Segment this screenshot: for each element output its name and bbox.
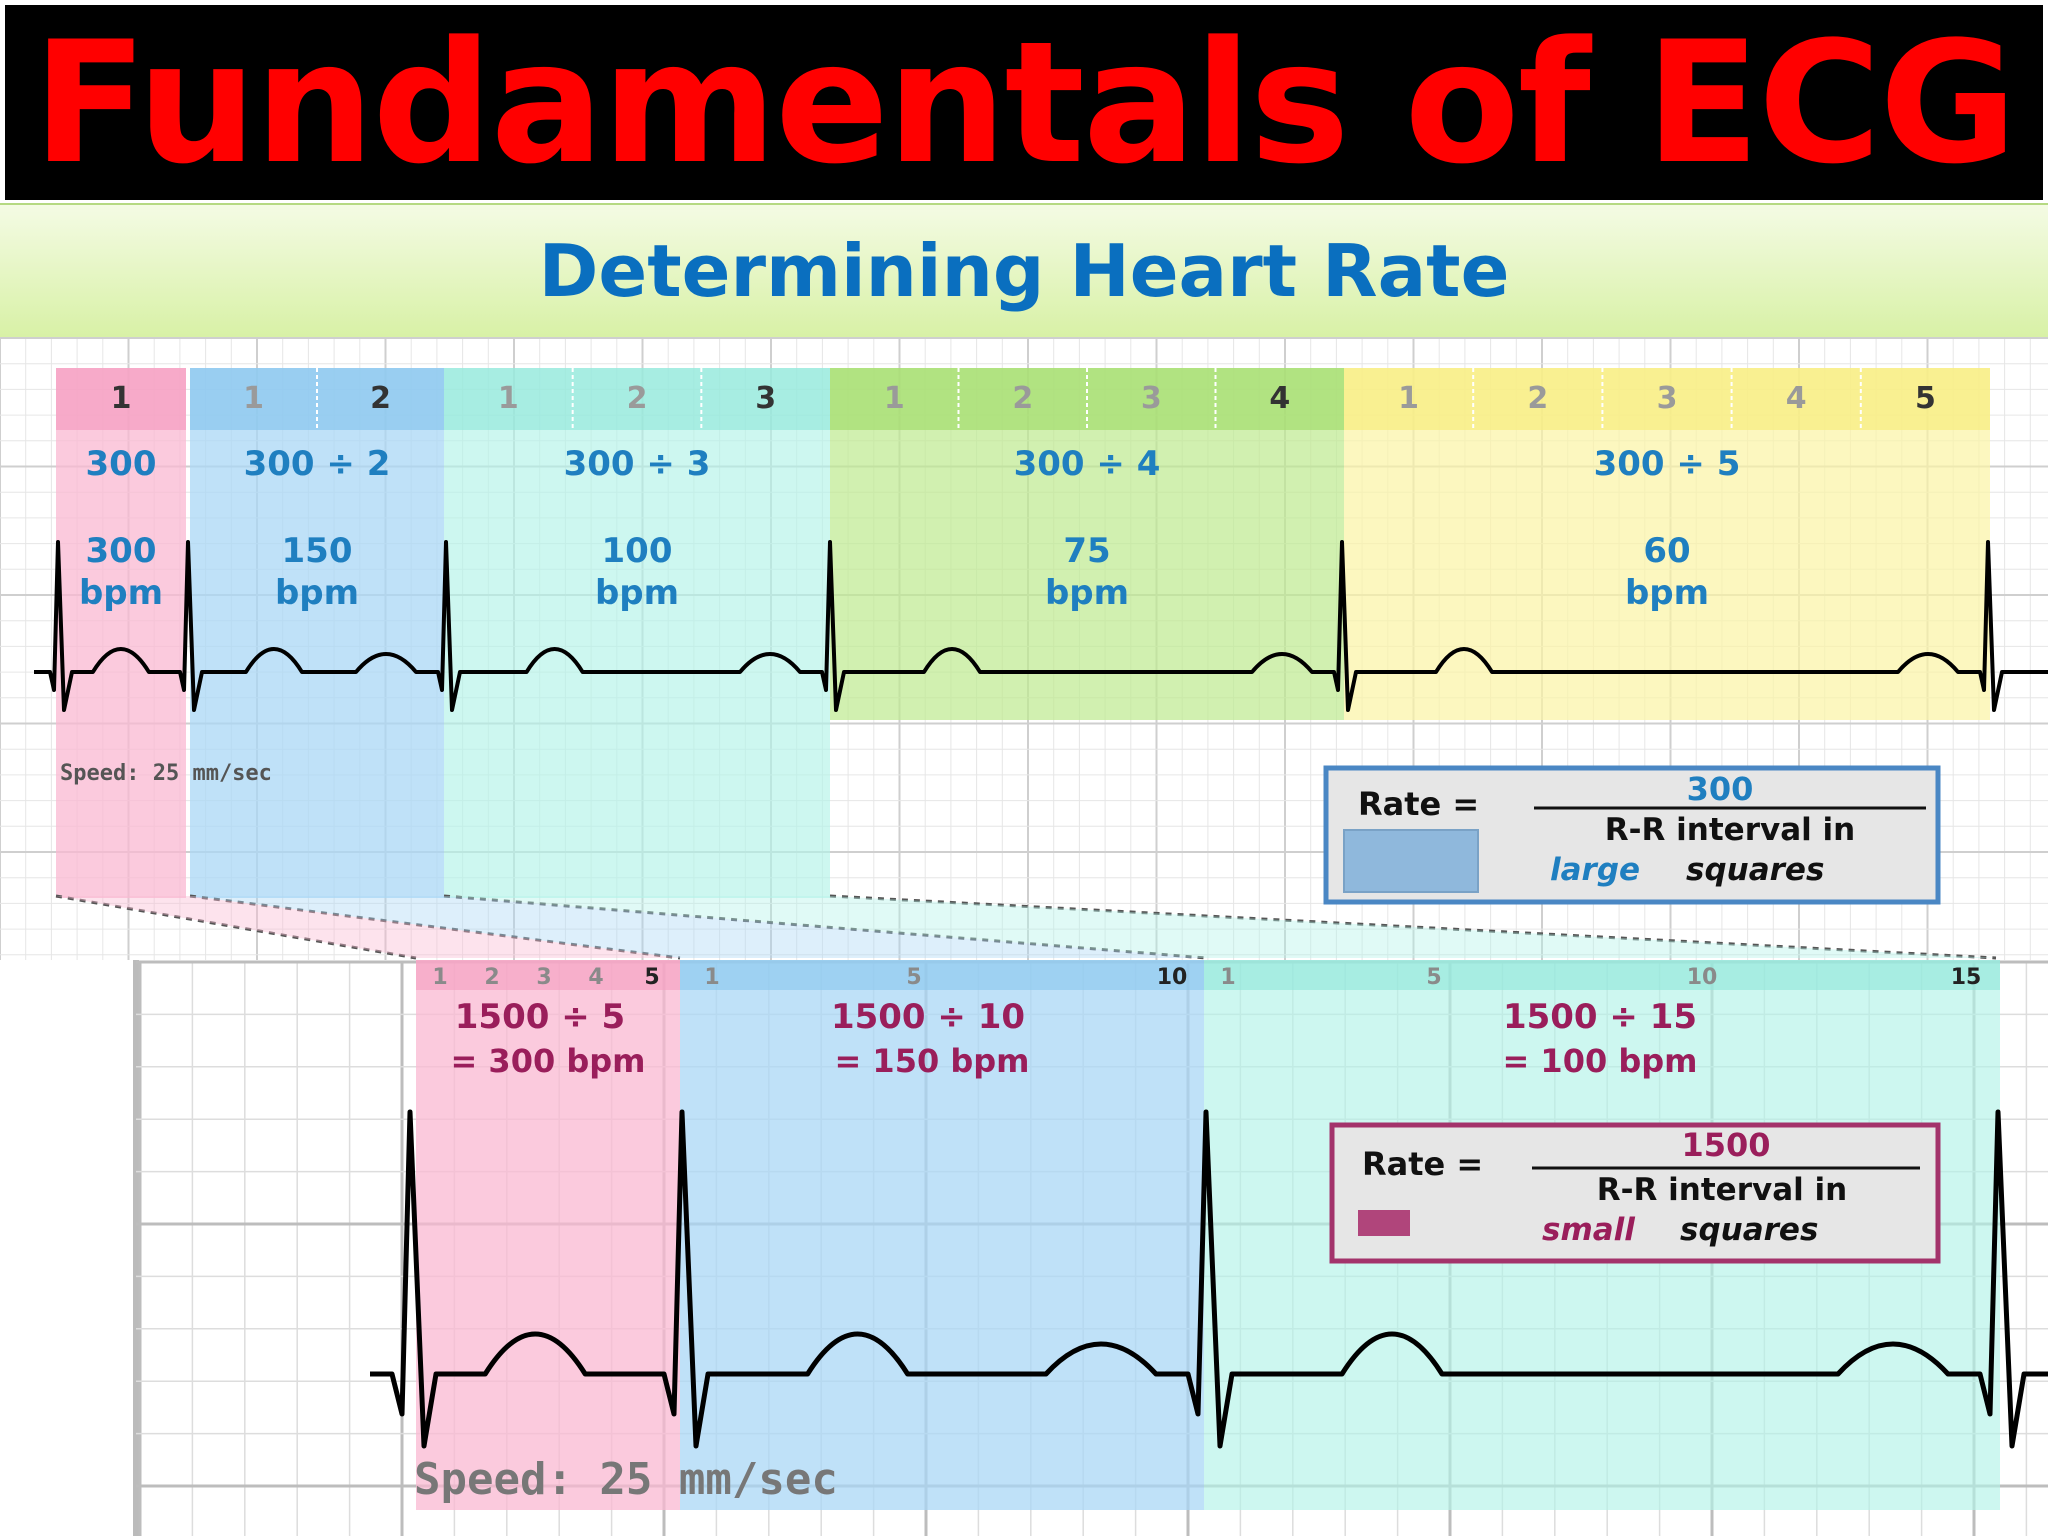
large-count-label: 3 (755, 381, 776, 416)
small-square-rule-box: Rate = 1500 R-R interval in small square… (1329, 1122, 1941, 1264)
small-count-label: 5 (906, 965, 921, 990)
large-count-label: 2 (1012, 381, 1033, 416)
large-rate-label: 100 (602, 531, 673, 571)
large-count-label: 3 (1141, 381, 1162, 416)
rule-denominator-bottom: R-R interval in (1597, 1172, 1847, 1208)
subtitle-bar: Determining Heart Rate (0, 203, 2048, 339)
large-count-label: 4 (1786, 381, 1807, 416)
zone-blue (190, 368, 444, 898)
small-result-label: = 150 bpm (834, 1042, 1029, 1080)
large-count-label: 5 (1915, 381, 1936, 416)
speed-label-top: Speed: 25 mm/sec (60, 761, 272, 786)
large-square-zones (56, 368, 1990, 898)
large-unit-label: bpm (79, 573, 163, 613)
small-count-label: 1 (1220, 965, 1235, 990)
large-count-label: 1 (111, 381, 132, 416)
rule-denominator-top: R-R interval in (1605, 812, 1855, 848)
rule-word-small: small (1542, 1212, 1635, 1248)
small-formula-label: 1500 ÷ 5 (455, 997, 625, 1037)
large-rate-label: 60 (1643, 531, 1690, 571)
small-count-label: 2 (484, 965, 499, 990)
zone-pink-bottom (416, 960, 680, 1510)
small-result-label: = 300 bpm (450, 1042, 645, 1080)
small-count-label: 3 (536, 965, 551, 990)
large-formula-label: 300 (86, 444, 157, 484)
zoom-connector-lines (55, 894, 1997, 960)
large-count-label: 2 (370, 381, 391, 416)
large-rate-label: 300 (86, 531, 157, 571)
ecg-trace-bottom (370, 1109, 2048, 1449)
zone-cyan (444, 368, 830, 898)
rule-word-large: large (1550, 852, 1640, 888)
page-subtitle: Determining Heart Rate (538, 229, 1510, 313)
small-result-label: = 100 bpm (1502, 1042, 1697, 1080)
large-square-rule-box: Rate = 300 R-R interval in large squares (1323, 765, 1941, 905)
rule-prefix-top: Rate = (1358, 785, 1479, 823)
small-formula-label: 1500 ÷ 10 (831, 997, 1025, 1037)
large-unit-label: bpm (1045, 573, 1129, 613)
large-count-label: 2 (1527, 381, 1548, 416)
small-count-label: 10 (1687, 965, 1718, 990)
large-formula-label: 300 ÷ 4 (1014, 444, 1161, 484)
large-unit-label: bpm (595, 573, 679, 613)
large-rate-label: 150 (282, 531, 353, 571)
small-count-label: 15 (1951, 965, 1982, 990)
small-count-label: 1 (432, 965, 447, 990)
page-title: Fundamentals of ECG (32, 4, 2018, 201)
rule-word-squares-top: squares (1686, 852, 1824, 888)
large-count-label: 3 (1657, 381, 1678, 416)
small-count-label: 10 (1157, 965, 1188, 990)
large-unit-label: bpm (275, 573, 359, 613)
large-count-label: 2 (627, 381, 648, 416)
rule-prefix-bottom: Rate = (1362, 1145, 1483, 1183)
rule-word-squares-bottom: squares (1680, 1212, 1818, 1248)
zone-blue-bottom (680, 960, 1204, 1510)
large-formula-label: 300 ÷ 5 (1594, 444, 1741, 484)
large-count-label: 1 (884, 381, 905, 416)
small-count-label: 5 (644, 965, 659, 990)
large-count-label: 1 (243, 381, 264, 416)
rule-numerator-top: 300 (1687, 770, 1754, 808)
rule-numerator-bottom: 1500 (1681, 1126, 1770, 1164)
small-count-label: 5 (1426, 965, 1441, 990)
small-count-label: 4 (588, 965, 603, 990)
speed-label-bottom: Speed: 25 mm/sec (414, 1454, 838, 1505)
small-formula-label: 1500 ÷ 15 (1503, 997, 1697, 1037)
large-unit-label: bpm (1625, 573, 1709, 613)
large-rate-label: 75 (1063, 531, 1110, 571)
title-bar: Fundamentals of ECG (5, 5, 2043, 200)
large-count-label: 4 (1269, 381, 1290, 416)
large-formula-label: 300 ÷ 3 (564, 444, 711, 484)
ecg-trace-top (34, 540, 2048, 712)
large-count-label: 1 (498, 381, 519, 416)
large-count-label: 1 (1398, 381, 1419, 416)
small-count-label: 1 (704, 965, 719, 990)
zone-pink (56, 368, 186, 898)
large-formula-label: 300 ÷ 2 (244, 444, 391, 484)
